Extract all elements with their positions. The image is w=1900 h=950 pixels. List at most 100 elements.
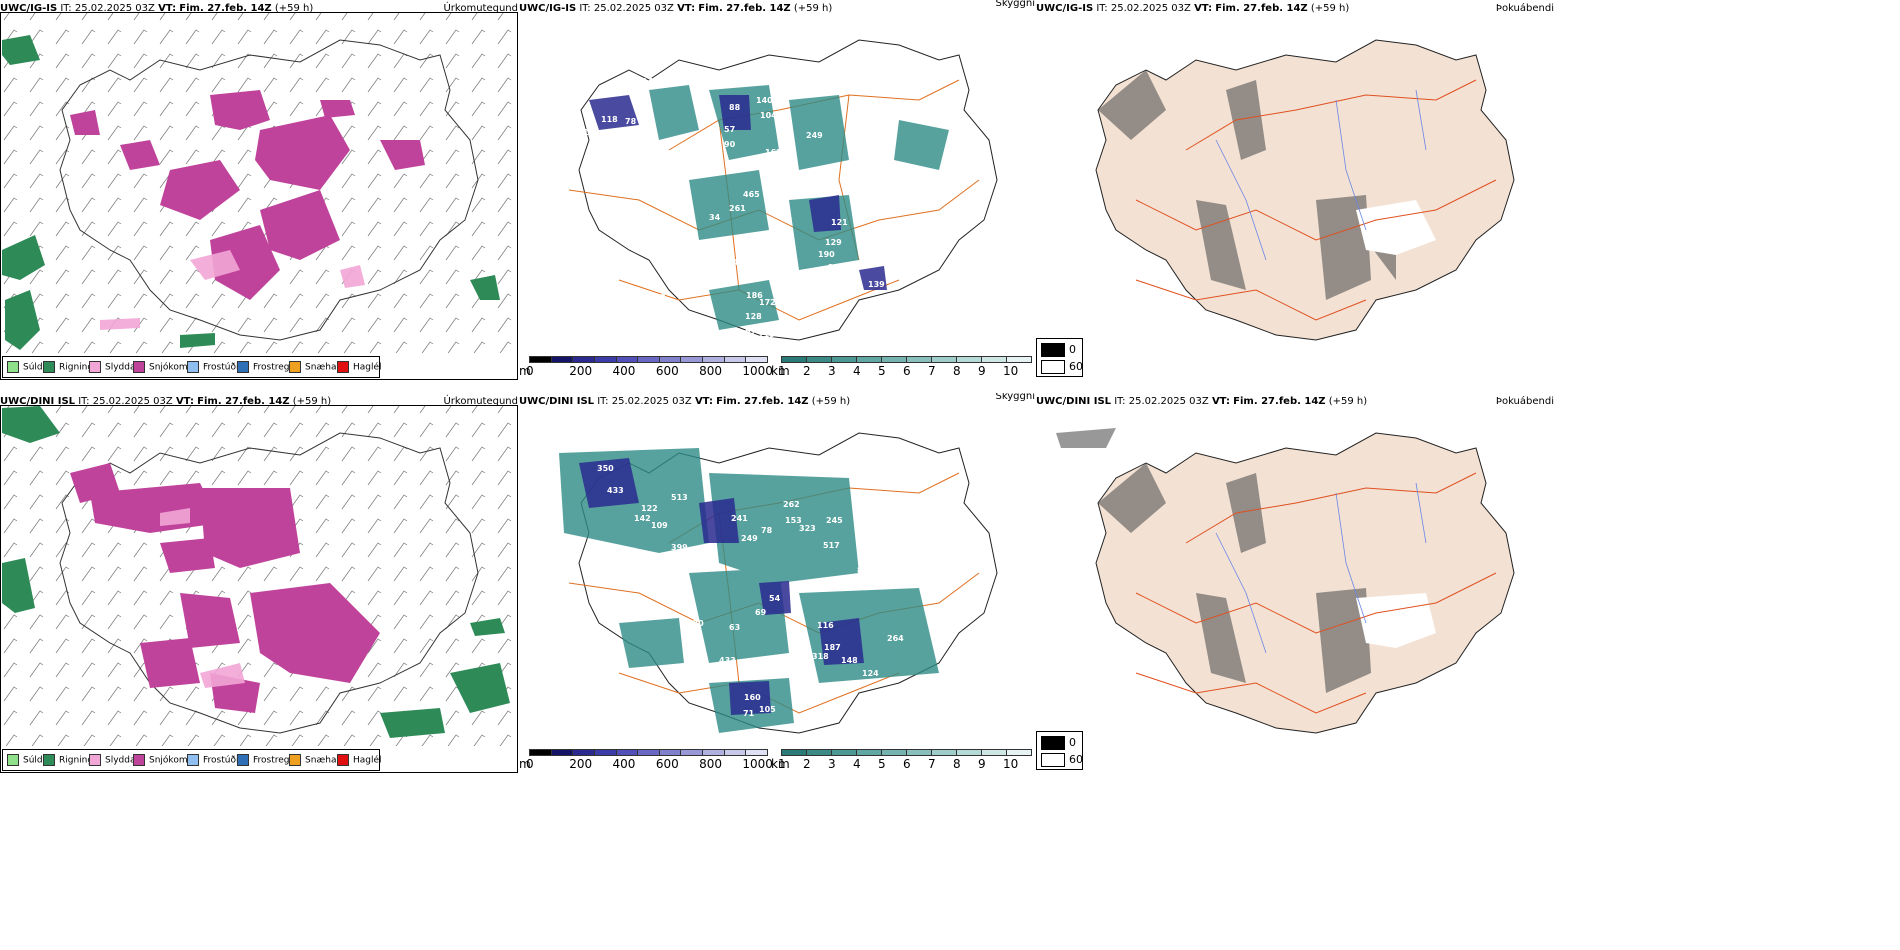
- colorbar-tick-label: 0: [526, 364, 534, 378]
- colorbar-tick-label: 7: [928, 757, 936, 771]
- colorbar-tick-label: 9: [978, 364, 986, 378]
- colorbar-segment: [572, 356, 595, 363]
- colorbar-unit: m: [519, 364, 531, 378]
- colorbar-segment: [572, 749, 595, 756]
- ceiling-label: 71: [743, 709, 755, 718]
- ceiling-label: 261: [729, 204, 746, 213]
- colorbar-tick-label: 7: [928, 364, 936, 378]
- ceiling-label: 63: [729, 623, 740, 632]
- iceland-coastline: [59, 39, 479, 341]
- colorbar-segment: [781, 356, 807, 363]
- panel-header: UWC/DINI ISL IT: 25.02.2025 03Z VT: Fim.…: [519, 393, 1037, 411]
- lead-time: (+59 h): [1310, 3, 1350, 14]
- legend-swatch: [237, 754, 249, 766]
- precip-legend: Súld Rigning Slydda Snjókoma Frostúði Fr…: [2, 749, 382, 771]
- panel-header: UWC/DINI ISL IT: 25.02.2025 03Z VT: Fim.…: [0, 393, 520, 411]
- ceiling-label: 118: [601, 115, 618, 124]
- lead-time: (+59 h): [793, 3, 833, 14]
- precip-legend: Súld Rigning Slydda Snjókoma Frostúði Fr…: [2, 356, 382, 378]
- ceiling-label: 109: [651, 521, 668, 530]
- ceiling-label: 264: [887, 634, 904, 643]
- colorbar-segment: [702, 356, 725, 363]
- colorbar-segment: [615, 749, 639, 756]
- ceiling-label: 128: [745, 312, 762, 321]
- ceiling-label: 139: [868, 280, 885, 289]
- panel-header: UWC/IG-IS IT: 25.02.2025 03Z VT: Fim. 27…: [519, 0, 1037, 18]
- ceiling-label: 187: [824, 643, 841, 652]
- colorbar-segment: [831, 749, 857, 756]
- ceiling-label: 350: [597, 464, 614, 473]
- ceiling-label: 37: [679, 190, 690, 199]
- model-name: UWC/IG-IS: [0, 3, 58, 14]
- legend-item: Snæhagl: [289, 361, 345, 373]
- colorbar-tick-label: 1: [778, 364, 786, 378]
- colorbar-segment: [1006, 749, 1032, 756]
- precip-type-map: [0, 12, 518, 380]
- vt-value: Fim. 27.feb. 14Z: [716, 396, 809, 407]
- colorbar-tick-label: 4: [853, 757, 861, 771]
- colorbar-tick-label: 5: [878, 757, 886, 771]
- panel-precip-type-dini: UWC/DINI ISL IT: 25.02.2025 03Z VT: Fim.…: [0, 393, 520, 775]
- ceiling-label: 124: [862, 669, 879, 678]
- panel-visibility-dini: UWC/DINI ISL IT: 25.02.2025 03Z VT: Fim.…: [519, 393, 1037, 775]
- legend-item: Frostúði: [187, 754, 238, 766]
- colorbar-segment: [956, 749, 982, 756]
- colorbar-tick-label: 400: [612, 364, 636, 378]
- it-label: IT:: [1114, 396, 1126, 407]
- ceiling-label: 120: [687, 619, 704, 628]
- legend-item: Frostúði: [187, 361, 238, 373]
- colorbar-tick-label: 6: [903, 757, 911, 771]
- vt-label: VT:: [1194, 3, 1213, 14]
- colorbar-segment: [637, 356, 660, 363]
- it-label: IT:: [60, 3, 72, 14]
- legend-swatch: [43, 361, 55, 373]
- ceiling-label: 122: [641, 504, 658, 513]
- ceiling-label: 249: [806, 131, 823, 140]
- fog-legend-max-swatch: [1041, 736, 1065, 750]
- legend-swatch: [89, 361, 101, 373]
- legend-item: Slydda: [89, 361, 135, 373]
- colorbar-segment: [881, 356, 907, 363]
- ceiling-label: 99: [769, 224, 781, 233]
- ceiling-label: 121: [831, 218, 848, 227]
- ceiling-label: 241: [731, 514, 748, 523]
- ceiling-label: 84: [857, 566, 869, 575]
- vt-value: Fim. 27.feb. 14Z: [1233, 396, 1326, 407]
- legend-item: Súld: [7, 361, 43, 373]
- colorbar-tick-label: 2: [803, 364, 811, 378]
- ceiling-label: 78: [625, 117, 637, 126]
- colorbar-segment: [1006, 356, 1032, 363]
- fog-legend: 0 60: [1036, 731, 1083, 770]
- ceiling-label: 446: [733, 258, 750, 267]
- ceiling-label: 318: [812, 652, 829, 661]
- it-label: IT:: [597, 396, 609, 407]
- ceiling-label: 57: [724, 125, 735, 134]
- panel-header: UWC/IG-IS IT: 25.02.2025 03Z VT: Fim. 27…: [0, 0, 520, 18]
- colorbar-segment: [745, 749, 768, 756]
- it-label: IT:: [1096, 3, 1108, 14]
- legend-item: Frostregn: [237, 754, 295, 766]
- legend-item: Snæhagl: [289, 754, 345, 766]
- colorbar-tick-label: 600: [655, 757, 679, 771]
- it-value: 25.02.2025 03Z: [611, 396, 692, 407]
- model-name: UWC/DINI ISL: [0, 396, 76, 407]
- visibility-colorbar: km 1 2 3 4 5 6 7 8 9 10: [771, 356, 1035, 378]
- ceiling-label: 140: [756, 96, 773, 105]
- ceiling-label: 160: [744, 693, 761, 702]
- ceiling-label: 69: [755, 608, 767, 617]
- legend-swatch: [187, 754, 199, 766]
- ceiling-label: 262: [783, 500, 800, 509]
- fog-legend-min-swatch: [1041, 360, 1065, 374]
- ceiling-label: 105: [759, 705, 776, 714]
- ceiling-label: 171: [775, 110, 792, 119]
- panel-fog-dini: UWC/DINI ISL IT: 25.02.2025 03Z VT: Fim.…: [1036, 393, 1556, 775]
- colorbar-unit: km: [771, 364, 790, 378]
- fog-map: [1095, 39, 1515, 341]
- colorbar-unit: m: [519, 757, 531, 771]
- fog-legend-max-swatch: [1041, 343, 1065, 357]
- colorbar-tick-label: 1: [778, 757, 786, 771]
- ceiling-label: 141: [642, 77, 659, 86]
- lead-time: (+59 h): [811, 396, 851, 407]
- vt-label: VT:: [677, 3, 696, 14]
- ceiling-label: 734: [669, 664, 686, 673]
